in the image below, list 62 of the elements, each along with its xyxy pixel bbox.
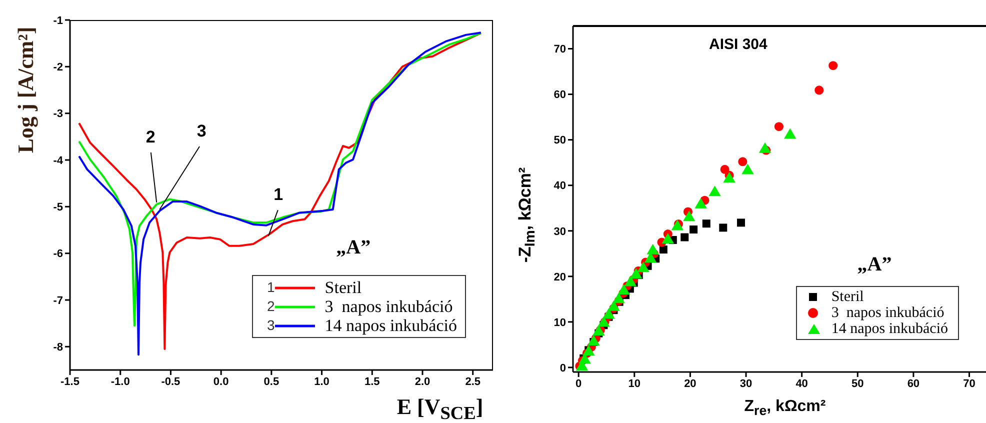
x-axis-title: E [V$_{SCE}$] (396, 394, 484, 423)
y-tick-label: -6 (53, 248, 63, 260)
annotation: 3 (196, 121, 206, 140)
y-tick-label: 0 (560, 362, 566, 374)
point (690, 226, 698, 234)
point (814, 86, 824, 95)
y-tick-label: 30 (554, 226, 566, 238)
text: 2 3 napos inkubáció (267, 297, 453, 316)
x-tick-label: 70 (963, 378, 976, 390)
annotation: 1 (274, 185, 284, 204)
point (602, 308, 615, 319)
x-tick-label: 60 (907, 378, 920, 390)
x-tick-label: -0.5 (161, 376, 180, 388)
legend-label: 14 napos inkubáció (831, 321, 948, 337)
point (738, 157, 748, 166)
x-tick-label: -1.0 (110, 376, 130, 388)
point (828, 61, 838, 70)
y-tick-label: -3 (53, 108, 63, 120)
y-tick-label: -1 (53, 14, 63, 27)
x-tick-label: 0 (576, 378, 582, 390)
y-tick-label: -4 (53, 154, 64, 167)
point (612, 292, 625, 304)
text: 3 14 napos inkubáció (267, 316, 457, 335)
point (719, 224, 728, 232)
point (630, 268, 642, 279)
x-tick-label: 40 (796, 378, 808, 390)
y-tick-label: 10 (554, 316, 566, 329)
point (702, 220, 710, 228)
point (659, 246, 668, 254)
annotation: „A” (336, 236, 371, 259)
point (720, 164, 730, 174)
x-tick-label: 0.0 (213, 376, 229, 388)
point (680, 233, 689, 242)
x-tick-label: 2.0 (414, 376, 430, 388)
x-tick-label: 1.5 (364, 376, 380, 388)
legend-label: 3 napos inkubáció (831, 305, 944, 321)
text: 1 Steril (267, 278, 362, 297)
x-tick-label: 1.0 (314, 376, 330, 388)
x-tick-label: 10 (628, 378, 641, 390)
x-axis-title: Z$_{re}$, kΩcm² (744, 398, 826, 418)
annotation: „A” (857, 253, 892, 276)
y-tick-label: 70 (554, 44, 566, 56)
x-tick-label: 2.5 (465, 376, 481, 388)
y-tick-label: 50 (554, 134, 566, 147)
y-tick-label: -2 (53, 62, 63, 74)
x-tick-label: 30 (740, 378, 752, 390)
point (736, 218, 745, 227)
text: AISI 304 (709, 36, 768, 53)
x-tick-label: 20 (684, 378, 696, 390)
y-tick-label: 60 (554, 89, 566, 102)
point (774, 122, 784, 132)
y-tick-label: -7 (53, 294, 63, 307)
x-tick-label: -1.5 (60, 376, 80, 388)
x-tick-label: 50 (852, 378, 864, 390)
y-axis-title: Log j [A/cm²] (13, 26, 39, 154)
y-tick-label: -5 (53, 202, 63, 214)
legend-label: Steril (831, 289, 864, 305)
annotation: 2 (146, 127, 156, 146)
x-tick-label: 0.5 (264, 376, 280, 388)
y-tick-label: 40 (554, 180, 566, 192)
y-tick-label: 20 (554, 271, 566, 284)
y-tick-label: -8 (53, 342, 63, 354)
